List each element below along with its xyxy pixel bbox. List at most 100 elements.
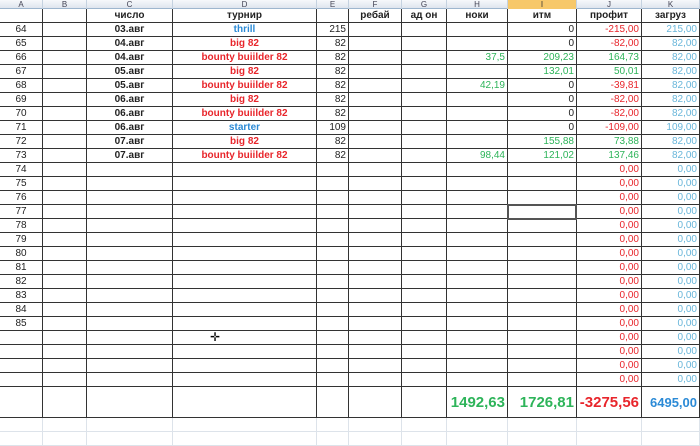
cell-C[interactable] <box>87 233 173 247</box>
cell-A[interactable]: 81 <box>0 261 43 275</box>
cell-F[interactable] <box>349 51 402 65</box>
cell-B[interactable] <box>43 247 87 261</box>
cell-I[interactable]: 0 <box>508 23 577 37</box>
cell-H[interactable] <box>447 233 508 247</box>
cell-A[interactable]: 74 <box>0 163 43 177</box>
cell-E[interactable] <box>317 317 349 331</box>
cell-A[interactable]: 83 <box>0 289 43 303</box>
cell-G[interactable] <box>402 247 447 261</box>
cell-C[interactable]: 05.авг <box>87 79 173 93</box>
cell-K[interactable]: 0,00 <box>642 317 700 331</box>
cell-A[interactable] <box>0 387 43 418</box>
column-header-J[interactable]: J <box>577 0 642 9</box>
cell-J[interactable]: 0,00 <box>577 331 642 345</box>
cell-I[interactable] <box>508 205 577 219</box>
cell-G[interactable] <box>402 65 447 79</box>
cell-F[interactable] <box>349 331 402 345</box>
cell-I[interactable] <box>508 177 577 191</box>
cell-G[interactable] <box>402 79 447 93</box>
cell-K[interactable]: 109,00 <box>642 121 700 135</box>
cell-J[interactable]: 0,00 <box>577 275 642 289</box>
cell-K[interactable]: 0,00 <box>642 247 700 261</box>
column-header-I[interactable]: I <box>508 0 577 9</box>
cell-K[interactable]: 215,00 <box>642 23 700 37</box>
cell-F[interactable] <box>349 191 402 205</box>
cell-B[interactable] <box>43 65 87 79</box>
cell-F[interactable] <box>349 233 402 247</box>
cell-H[interactable] <box>447 331 508 345</box>
cell-H[interactable] <box>447 191 508 205</box>
cell-D[interactable]: big 82 <box>173 93 317 107</box>
cell-H[interactable] <box>447 289 508 303</box>
cell-C[interactable]: число <box>87 9 173 23</box>
cell-B[interactable] <box>43 205 87 219</box>
cell-K[interactable]: 0,00 <box>642 233 700 247</box>
cell-K[interactable]: 0,00 <box>642 289 700 303</box>
cell-B[interactable] <box>43 275 87 289</box>
cell-J[interactable]: 50,01 <box>577 65 642 79</box>
cell-B[interactable] <box>43 345 87 359</box>
cell-B[interactable] <box>43 261 87 275</box>
cell-E[interactable] <box>317 205 349 219</box>
cell-E[interactable] <box>317 331 349 345</box>
cell-G[interactable] <box>402 345 447 359</box>
cell-F[interactable] <box>349 121 402 135</box>
cell-D[interactable]: bounty buiilder 82 <box>173 51 317 65</box>
cell-G[interactable] <box>402 23 447 37</box>
cell-E[interactable]: 82 <box>317 37 349 51</box>
cell-K[interactable]: 0,00 <box>642 359 700 373</box>
cell-E[interactable]: 109 <box>317 121 349 135</box>
cell-C[interactable]: 05.авг <box>87 65 173 79</box>
column-header-K[interactable]: K <box>642 0 700 9</box>
cell-K[interactable]: 82,00 <box>642 37 700 51</box>
cell-I[interactable] <box>508 289 577 303</box>
column-header-B[interactable]: B <box>43 0 87 9</box>
cell-K[interactable]: 0,00 <box>642 345 700 359</box>
cell-I[interactable] <box>508 219 577 233</box>
cell-D[interactable]: big 82 <box>173 65 317 79</box>
cell-G[interactable] <box>402 289 447 303</box>
cell-E[interactable]: 82 <box>317 135 349 149</box>
cell-F[interactable] <box>349 275 402 289</box>
cell-A[interactable]: 76 <box>0 191 43 205</box>
cell-I[interactable]: 0 <box>508 93 577 107</box>
cell-D[interactable] <box>173 418 317 432</box>
cell-K[interactable]: 6495,00 <box>642 387 700 418</box>
cell-A[interactable] <box>0 418 43 432</box>
cell-A[interactable] <box>0 373 43 387</box>
cell-C[interactable] <box>87 418 173 432</box>
cell-C[interactable]: 07.авг <box>87 135 173 149</box>
cell-E[interactable] <box>317 233 349 247</box>
cell-J[interactable]: 0,00 <box>577 373 642 387</box>
cell-J[interactable]: -82,00 <box>577 37 642 51</box>
cell-F[interactable] <box>349 418 402 432</box>
cell-E[interactable] <box>317 163 349 177</box>
cell-H[interactable] <box>447 107 508 121</box>
cell-H[interactable] <box>447 135 508 149</box>
cell-I[interactable] <box>508 418 577 432</box>
cell-E[interactable] <box>317 219 349 233</box>
cell-D[interactable] <box>173 247 317 261</box>
cell-H[interactable] <box>447 121 508 135</box>
cell-K[interactable]: 82,00 <box>642 107 700 121</box>
cell-G[interactable] <box>402 135 447 149</box>
cell-H[interactable] <box>447 261 508 275</box>
cell-B[interactable] <box>43 233 87 247</box>
cell-A[interactable]: 79 <box>0 233 43 247</box>
cell-B[interactable] <box>43 289 87 303</box>
cell-I[interactable]: 132,01 <box>508 65 577 79</box>
cell-A[interactable]: 65 <box>0 37 43 51</box>
cell-H[interactable] <box>447 359 508 373</box>
cell-C[interactable] <box>87 317 173 331</box>
cell-C[interactable] <box>87 219 173 233</box>
cell-F[interactable] <box>349 432 402 446</box>
cell-H[interactable] <box>447 205 508 219</box>
cell-I[interactable]: 121,02 <box>508 149 577 163</box>
cell-C[interactable]: 06.авг <box>87 121 173 135</box>
cell-C[interactable]: 07.авг <box>87 149 173 163</box>
column-header-G[interactable]: G <box>402 0 447 9</box>
cell-K[interactable]: 82,00 <box>642 79 700 93</box>
cell-H[interactable] <box>447 37 508 51</box>
cell-J[interactable]: 0,00 <box>577 163 642 177</box>
cell-I[interactable] <box>508 317 577 331</box>
